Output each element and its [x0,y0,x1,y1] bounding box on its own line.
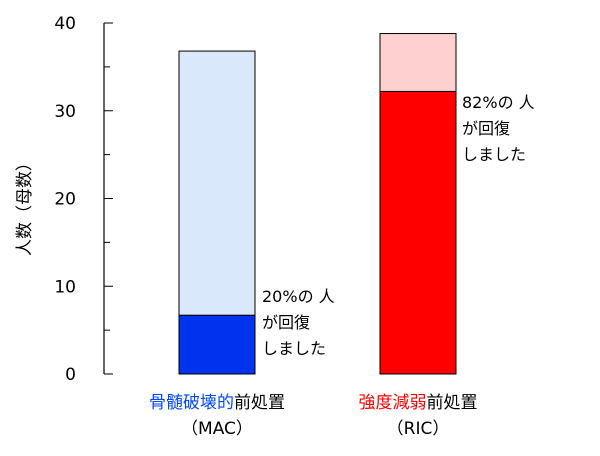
bar-recovered [379,90,457,375]
y-axis-label: 人数（母数） [15,154,35,256]
y-tick-label: 0 [65,365,76,385]
annotation-line: が回復 [262,313,310,332]
y-axis: 0 10 20 30 40 [54,14,113,385]
annotation-line: が回復 [462,119,510,138]
annotation-line: しました [262,339,326,358]
y-tick-label: 10 [54,277,76,297]
bars [178,33,457,375]
x-axis-labels: 骨髄破壊的前処置 （MAC） 強度減弱前処置 （RIC） [149,393,478,439]
y-tick-label: 40 [54,14,76,34]
y-tick-label: 20 [54,190,76,210]
annotation-line: しました [462,145,526,164]
bar-total-remainder [379,33,457,92]
category-abbr-label: （MAC） [181,419,253,439]
annotation-line: 82%の 人 [462,93,535,112]
category-abbr-label: （RIC） [387,419,450,439]
category-label: 強度減弱前処置 [359,393,478,413]
category-label: 骨髄破壊的前処置 [149,393,285,413]
annotation-line: 20%の 人 [262,287,335,306]
y-tick-label: 30 [54,102,76,122]
bar-recovered [178,314,256,375]
bar-total-remainder [178,50,256,316]
